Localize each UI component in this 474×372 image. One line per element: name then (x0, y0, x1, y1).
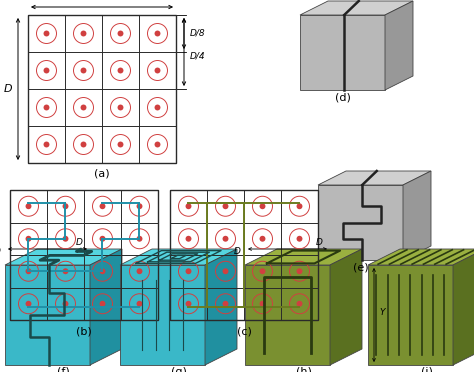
Circle shape (222, 301, 228, 307)
Bar (28, 15, 176, 163)
Circle shape (44, 141, 49, 147)
Circle shape (44, 31, 49, 36)
Circle shape (44, 68, 49, 73)
Circle shape (260, 268, 265, 274)
Circle shape (63, 301, 68, 307)
Circle shape (185, 301, 191, 307)
Polygon shape (205, 249, 237, 365)
Circle shape (63, 268, 68, 274)
Circle shape (260, 301, 265, 307)
Circle shape (222, 268, 228, 274)
Circle shape (100, 203, 105, 209)
Polygon shape (330, 249, 362, 365)
Text: (i): (i) (420, 367, 432, 372)
Circle shape (137, 268, 143, 274)
Circle shape (63, 203, 68, 209)
Circle shape (100, 268, 105, 274)
Circle shape (81, 68, 86, 73)
Bar (10, 190, 158, 320)
Polygon shape (403, 171, 431, 260)
Circle shape (155, 31, 161, 36)
Circle shape (137, 301, 143, 307)
Circle shape (137, 203, 143, 209)
Circle shape (81, 141, 86, 147)
Polygon shape (120, 249, 237, 265)
Circle shape (155, 141, 161, 147)
Text: (b): (b) (76, 326, 92, 336)
Text: (c): (c) (237, 326, 251, 336)
Circle shape (155, 105, 161, 110)
Circle shape (137, 236, 143, 242)
Circle shape (81, 31, 86, 36)
Polygon shape (300, 1, 413, 15)
Circle shape (118, 141, 123, 147)
Text: D: D (316, 238, 323, 247)
Text: D: D (76, 238, 83, 247)
Circle shape (297, 236, 302, 242)
Polygon shape (5, 249, 122, 265)
Circle shape (297, 301, 302, 307)
Polygon shape (300, 15, 385, 90)
Text: D/8: D/8 (190, 29, 206, 38)
Polygon shape (385, 1, 413, 90)
Circle shape (118, 68, 123, 73)
Circle shape (118, 105, 123, 110)
Polygon shape (318, 185, 403, 260)
Bar (170, 190, 318, 320)
Text: (h): (h) (296, 367, 311, 372)
Circle shape (185, 236, 191, 242)
Polygon shape (453, 249, 474, 365)
Polygon shape (318, 171, 431, 185)
Text: (e): (e) (353, 263, 368, 273)
Text: D: D (4, 84, 12, 94)
Text: (f): (f) (57, 367, 70, 372)
Circle shape (44, 105, 49, 110)
Text: D/4: D/4 (190, 51, 206, 60)
Polygon shape (5, 265, 90, 365)
Circle shape (222, 236, 228, 242)
Circle shape (100, 301, 105, 307)
Circle shape (26, 236, 31, 242)
Polygon shape (368, 249, 474, 265)
Circle shape (26, 301, 31, 307)
Circle shape (297, 203, 302, 209)
Polygon shape (245, 249, 362, 265)
Circle shape (81, 105, 86, 110)
Polygon shape (90, 249, 122, 365)
Circle shape (222, 203, 228, 209)
Text: (g): (g) (171, 367, 186, 372)
Circle shape (118, 31, 123, 36)
Text: (a): (a) (94, 169, 110, 179)
Circle shape (260, 236, 265, 242)
Circle shape (185, 268, 191, 274)
Polygon shape (245, 265, 330, 365)
Polygon shape (120, 265, 205, 365)
Circle shape (155, 68, 161, 73)
Text: D: D (0, 247, 1, 256)
Text: D: D (234, 247, 241, 256)
Circle shape (100, 236, 105, 242)
Circle shape (26, 268, 31, 274)
Polygon shape (368, 265, 453, 365)
Text: (d): (d) (335, 93, 350, 103)
Circle shape (185, 203, 191, 209)
Circle shape (260, 203, 265, 209)
Text: Y: Y (379, 308, 384, 317)
Circle shape (297, 268, 302, 274)
Circle shape (63, 236, 68, 242)
Circle shape (26, 203, 31, 209)
